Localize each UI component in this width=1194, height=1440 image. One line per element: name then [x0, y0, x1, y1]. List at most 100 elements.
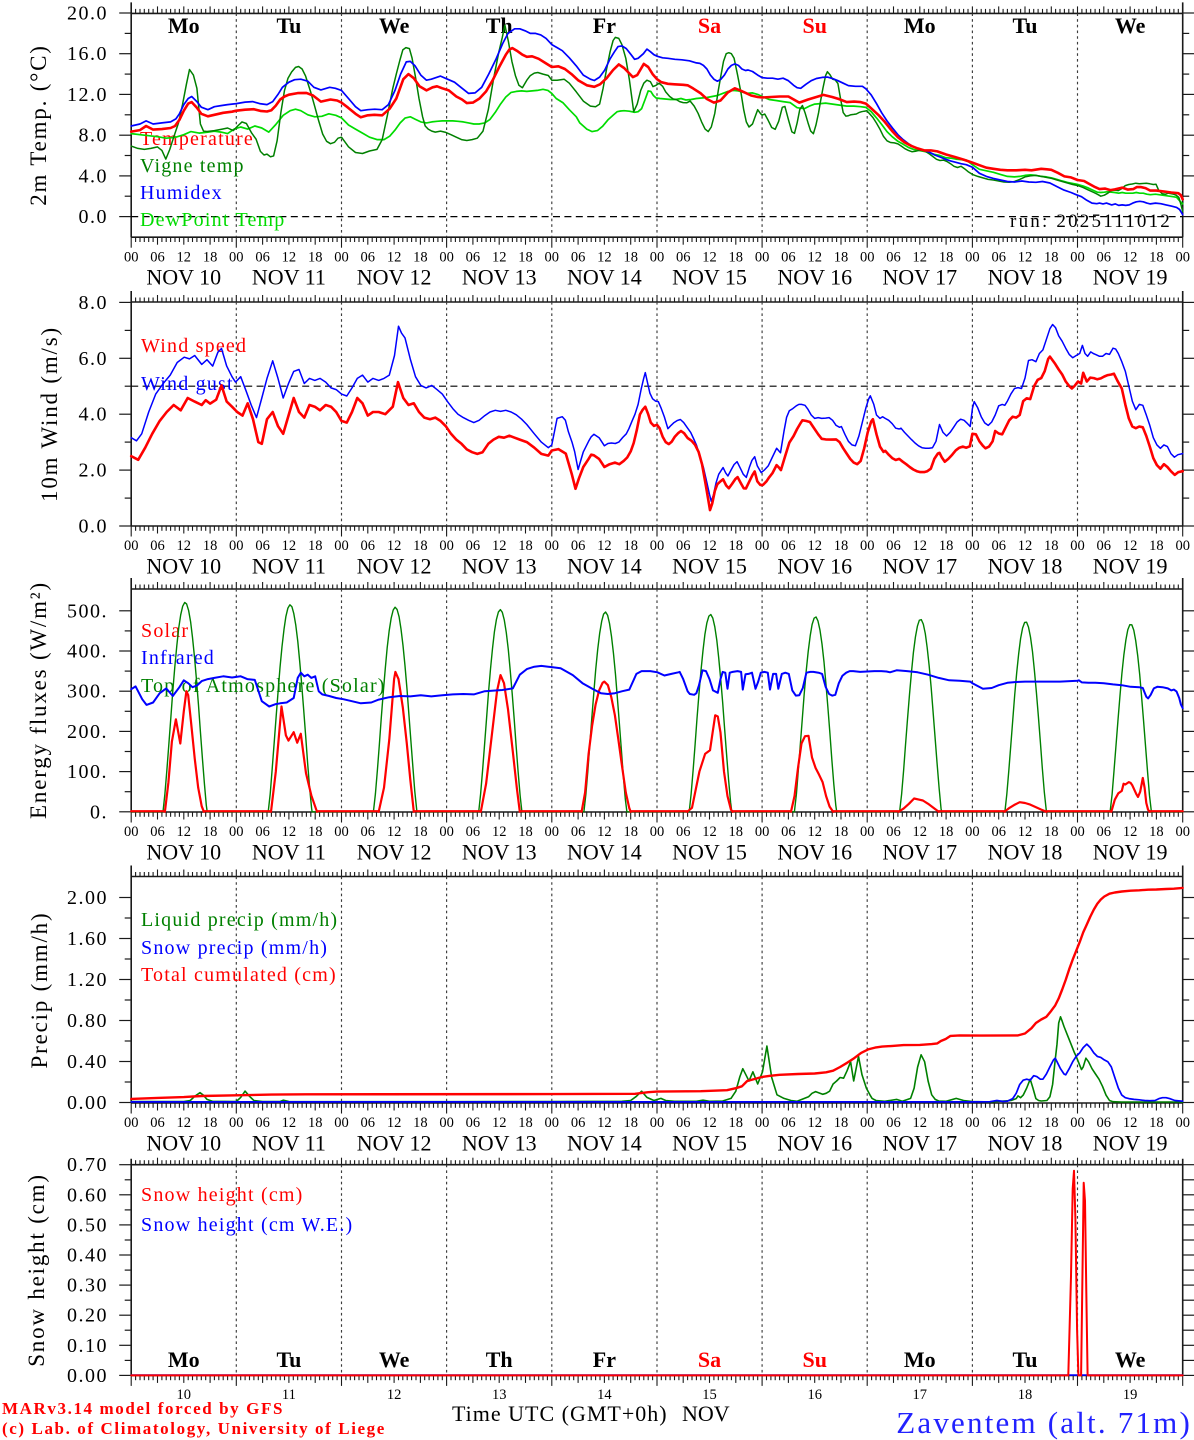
svg-text:NOV 10: NOV 10	[146, 554, 221, 579]
svg-text:NOV 17: NOV 17	[882, 554, 957, 579]
svg-text:12: 12	[807, 1115, 822, 1131]
svg-text:06: 06	[150, 538, 165, 554]
svg-text:Humidex: Humidex	[140, 182, 223, 204]
svg-text:Fr: Fr	[593, 1347, 616, 1372]
svg-text:06: 06	[466, 538, 481, 554]
svg-text:12: 12	[597, 249, 612, 265]
svg-text:00: 00	[965, 538, 980, 554]
svg-text:18: 18	[1149, 249, 1164, 265]
svg-text:06: 06	[676, 249, 691, 265]
svg-text:12: 12	[177, 538, 192, 554]
svg-text:NOV 11: NOV 11	[252, 1131, 326, 1156]
svg-text:NOV 14: NOV 14	[567, 840, 642, 865]
svg-text:06: 06	[255, 538, 270, 554]
svg-text:18: 18	[518, 824, 533, 840]
svg-text:00: 00	[965, 249, 980, 265]
svg-text:Liquid precip (mm/h): Liquid precip (mm/h)	[141, 909, 338, 931]
svg-text:NOV 14: NOV 14	[567, 265, 642, 290]
svg-text:Mo: Mo	[904, 1347, 936, 1372]
svg-text:18: 18	[518, 538, 533, 554]
svg-text:8.0: 8.0	[79, 125, 109, 147]
svg-text:2.00: 2.00	[67, 887, 108, 909]
svg-text:00: 00	[124, 249, 139, 265]
svg-text:NOV 16: NOV 16	[777, 265, 852, 290]
svg-text:0.: 0.	[90, 801, 108, 823]
svg-text:06: 06	[781, 249, 796, 265]
svg-text:Tu: Tu	[276, 1347, 301, 1372]
svg-text:18: 18	[308, 824, 323, 840]
svg-text:6.0: 6.0	[79, 348, 109, 370]
svg-text:12: 12	[282, 538, 297, 554]
svg-text:NOV 11: NOV 11	[252, 554, 326, 579]
svg-text:00: 00	[1175, 824, 1190, 840]
svg-text:00: 00	[229, 249, 244, 265]
svg-text:00: 00	[1175, 249, 1190, 265]
svg-text:00: 00	[545, 249, 560, 265]
svg-text:00: 00	[1070, 1115, 1085, 1131]
svg-text:12: 12	[1018, 249, 1033, 265]
svg-text:NOV 14: NOV 14	[567, 554, 642, 579]
svg-text:06: 06	[1097, 538, 1112, 554]
svg-text:12.0: 12.0	[67, 84, 108, 106]
svg-text:NOV 17: NOV 17	[882, 265, 957, 290]
svg-text:16.0: 16.0	[67, 43, 108, 65]
svg-text:NOV 18: NOV 18	[988, 554, 1063, 579]
svg-text:00: 00	[439, 824, 454, 840]
svg-text:NOV 13: NOV 13	[462, 554, 537, 579]
svg-text:06: 06	[991, 1115, 1006, 1131]
svg-text:18: 18	[308, 538, 323, 554]
svg-text:NOV 17: NOV 17	[882, 1131, 957, 1156]
svg-text:18: 18	[1044, 249, 1059, 265]
svg-text:12: 12	[807, 538, 822, 554]
svg-text:NOV 15: NOV 15	[672, 1131, 747, 1156]
svg-text:Mo: Mo	[168, 13, 200, 38]
svg-text:12: 12	[1018, 824, 1033, 840]
svg-text:NOV 19: NOV 19	[1093, 554, 1168, 579]
svg-text:0.30: 0.30	[67, 1275, 108, 1297]
svg-text:06: 06	[1097, 824, 1112, 840]
svg-text:Snow precip (mm/h): Snow precip (mm/h)	[141, 937, 328, 959]
svg-text:NOV 19: NOV 19	[1093, 1131, 1168, 1156]
svg-text:Su: Su	[802, 1347, 826, 1372]
svg-text:0.00: 0.00	[67, 1092, 108, 1114]
svg-text:18: 18	[1044, 1115, 1059, 1131]
svg-text:4.0: 4.0	[79, 165, 109, 187]
svg-text:18: 18	[729, 824, 744, 840]
svg-text:NOV 17: NOV 17	[882, 840, 957, 865]
svg-text:19: 19	[1123, 1387, 1138, 1403]
svg-text:We: We	[379, 1347, 410, 1372]
svg-text:00: 00	[124, 538, 139, 554]
svg-text:12: 12	[702, 824, 717, 840]
svg-text:Mo: Mo	[904, 13, 936, 38]
svg-text:Mo: Mo	[168, 1347, 200, 1372]
svg-text:12: 12	[177, 1115, 192, 1131]
svg-text:06: 06	[361, 249, 376, 265]
svg-text:18: 18	[413, 538, 428, 554]
svg-text:NOV 12: NOV 12	[357, 840, 432, 865]
svg-text:Snow height (cm W.E.): Snow height (cm W.E.)	[141, 1214, 353, 1236]
svg-text:NOV 19: NOV 19	[1093, 840, 1168, 865]
svg-text:8.0: 8.0	[79, 292, 109, 314]
svg-text:400.: 400.	[67, 641, 108, 663]
svg-text:NOV 12: NOV 12	[357, 1131, 432, 1156]
svg-text:12: 12	[1123, 538, 1138, 554]
svg-text:NOV 18: NOV 18	[988, 265, 1063, 290]
svg-text:18: 18	[939, 1115, 954, 1131]
svg-text:Snow height (cm): Snow height (cm)	[24, 1173, 49, 1367]
svg-text:Time UTC (GMT+0h): Time UTC (GMT+0h)	[452, 1401, 668, 1426]
svg-text:(c) Lab. of Climatology, Unive: (c) Lab. of Climatology, University of L…	[2, 1419, 386, 1438]
svg-text:0.70: 0.70	[67, 1154, 108, 1176]
svg-text:00: 00	[650, 824, 665, 840]
svg-text:18: 18	[308, 1115, 323, 1131]
svg-text:00: 00	[1175, 1115, 1190, 1131]
svg-text:18: 18	[834, 538, 849, 554]
svg-text:11: 11	[282, 1387, 296, 1403]
svg-text:300.: 300.	[67, 681, 108, 703]
svg-text:00: 00	[124, 824, 139, 840]
svg-text:00: 00	[545, 824, 560, 840]
svg-text:06: 06	[886, 249, 901, 265]
svg-text:NOV 16: NOV 16	[777, 554, 852, 579]
svg-text:06: 06	[676, 824, 691, 840]
svg-text:12: 12	[282, 1115, 297, 1131]
svg-text:12: 12	[387, 824, 402, 840]
